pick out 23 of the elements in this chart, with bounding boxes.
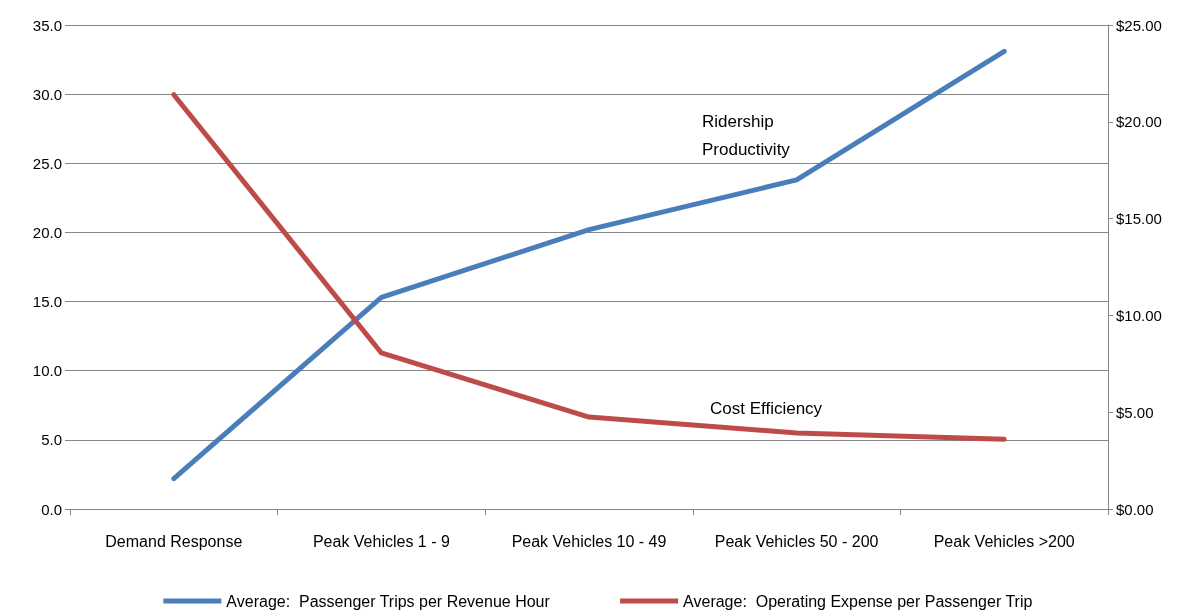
- x-tick-label: Peak Vehicles 10 - 49: [511, 532, 667, 550]
- y-tick-label: 20.0: [32, 223, 62, 241]
- y-tick-label: 15.0: [32, 293, 62, 311]
- x-tick-label: Peak Vehicles >200: [933, 532, 1075, 550]
- y-tick-label: 5.0: [41, 431, 62, 449]
- legend-label: Average: Operating Expense per Passenger Trip: [683, 592, 1033, 610]
- y-tick-label: 0.0: [41, 500, 62, 518]
- y-tick-label: 35.0: [32, 16, 62, 34]
- y-tick-label: 30.0: [32, 85, 62, 103]
- y-tick-label: 25.0: [32, 154, 62, 172]
- y2-tick-label: $20.00: [1116, 113, 1162, 131]
- y2-tick-label: $25.00: [1116, 16, 1162, 34]
- legend-label: Average: Passenger Trips per Revenue Hour: [226, 592, 551, 610]
- x-tick-label: Peak Vehicles 50 - 200: [714, 532, 879, 550]
- y-tick-label: 10.0: [32, 362, 62, 380]
- y2-tick-label: $10.00: [1116, 306, 1162, 324]
- x-tick-label: Demand Response: [105, 532, 243, 550]
- x-tick-label: Peak Vehicles 1 - 9: [312, 532, 450, 550]
- annotation: Ridership Productivity: [702, 111, 791, 159]
- y2-tick-label: $15.00: [1116, 210, 1162, 228]
- annotation: Cost Efficiency: [710, 398, 823, 418]
- y2-tick-label: $0.00: [1116, 500, 1154, 518]
- y2-tick-label: $5.00: [1116, 403, 1154, 421]
